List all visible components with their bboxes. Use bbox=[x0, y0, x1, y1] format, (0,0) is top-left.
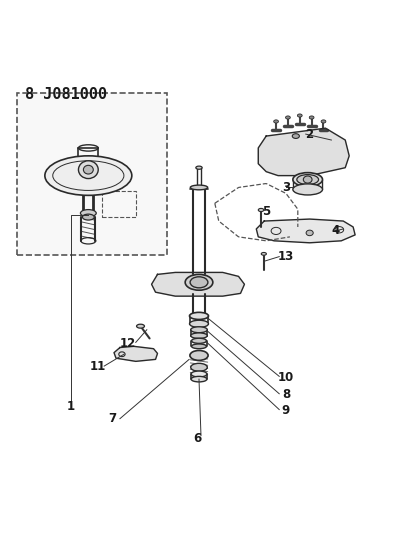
Ellipse shape bbox=[261, 253, 266, 255]
Bar bbox=[17, 93, 168, 255]
Text: 3: 3 bbox=[282, 181, 290, 194]
Ellipse shape bbox=[189, 320, 209, 327]
Ellipse shape bbox=[191, 376, 207, 382]
Text: 8 J081000: 8 J081000 bbox=[25, 87, 107, 102]
Ellipse shape bbox=[293, 173, 322, 187]
Ellipse shape bbox=[191, 327, 207, 333]
Text: 2: 2 bbox=[306, 127, 314, 141]
Ellipse shape bbox=[84, 165, 93, 174]
Ellipse shape bbox=[274, 120, 279, 123]
Ellipse shape bbox=[45, 156, 132, 196]
Ellipse shape bbox=[191, 338, 207, 343]
Ellipse shape bbox=[80, 209, 96, 217]
Ellipse shape bbox=[297, 114, 302, 117]
Polygon shape bbox=[256, 219, 355, 243]
Text: 4: 4 bbox=[331, 224, 339, 237]
Ellipse shape bbox=[78, 161, 98, 179]
Ellipse shape bbox=[185, 274, 213, 290]
Ellipse shape bbox=[191, 333, 207, 338]
Ellipse shape bbox=[191, 344, 207, 349]
Ellipse shape bbox=[190, 351, 208, 360]
Text: 1: 1 bbox=[66, 400, 74, 413]
Ellipse shape bbox=[293, 184, 322, 195]
Polygon shape bbox=[152, 272, 244, 296]
Ellipse shape bbox=[306, 230, 313, 236]
Text: 11: 11 bbox=[90, 360, 106, 373]
Ellipse shape bbox=[189, 312, 209, 319]
Ellipse shape bbox=[190, 185, 208, 190]
Ellipse shape bbox=[309, 116, 314, 119]
Ellipse shape bbox=[191, 364, 207, 371]
Text: 9: 9 bbox=[282, 404, 290, 417]
Text: 10: 10 bbox=[278, 370, 294, 384]
Text: 6: 6 bbox=[193, 432, 201, 445]
Ellipse shape bbox=[191, 371, 207, 377]
Ellipse shape bbox=[82, 214, 94, 220]
Text: 5: 5 bbox=[262, 205, 270, 217]
Polygon shape bbox=[258, 128, 349, 175]
Ellipse shape bbox=[137, 324, 144, 328]
Text: 12: 12 bbox=[120, 337, 136, 350]
Ellipse shape bbox=[303, 176, 312, 183]
Ellipse shape bbox=[321, 120, 326, 123]
Text: 7: 7 bbox=[108, 412, 116, 425]
Ellipse shape bbox=[292, 134, 299, 139]
Ellipse shape bbox=[297, 175, 318, 184]
Ellipse shape bbox=[196, 166, 202, 169]
Polygon shape bbox=[114, 346, 158, 361]
Ellipse shape bbox=[258, 208, 264, 212]
Bar bbox=[102, 191, 136, 217]
Ellipse shape bbox=[285, 116, 290, 119]
Text: 8: 8 bbox=[282, 389, 290, 401]
Ellipse shape bbox=[190, 277, 208, 288]
Text: 13: 13 bbox=[278, 250, 294, 263]
